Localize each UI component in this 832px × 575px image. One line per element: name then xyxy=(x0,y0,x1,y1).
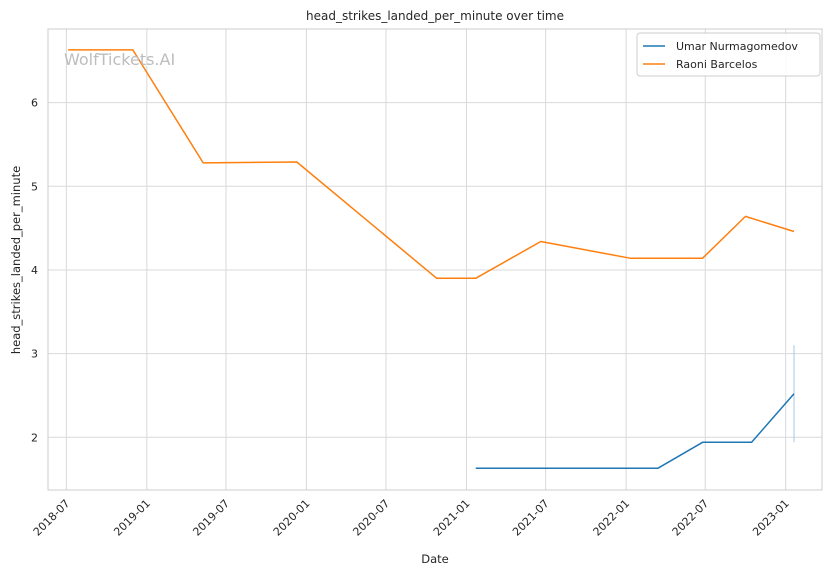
legend: Umar Nurmagomedov Raoni Barcelos xyxy=(636,32,821,77)
x-tick-label: 2020-01 xyxy=(271,497,313,539)
x-tick-label: 2018-07 xyxy=(31,497,73,539)
series-line-raoni-barcelos xyxy=(68,49,795,280)
x-tick-label: 2021-07 xyxy=(510,497,552,539)
chart-title: head_strikes_landed_per_minute over time xyxy=(306,9,564,23)
x-tick-label: 2022-07 xyxy=(670,497,712,539)
x-axis-title: Date xyxy=(421,552,449,566)
x-tick-label: 2019-07 xyxy=(190,497,232,539)
legend-label-umar: Umar Nurmagomedov xyxy=(676,40,798,53)
plot-frame xyxy=(47,28,823,491)
legend-label-raoni: Raoni Barcelos xyxy=(676,58,758,71)
y-tick-label: 6 xyxy=(31,97,38,110)
grid-lines xyxy=(48,29,822,490)
series-layer xyxy=(68,49,795,469)
x-tick-labels: 2018-07 2019-01 2019-07 2020-01 2020-07 2021-… xyxy=(31,497,792,539)
series-line-umar-nurmagomedov xyxy=(475,393,795,469)
x-tick-label: 2019-01 xyxy=(111,497,153,539)
y-tick-labels: 2 3 4 5 6 xyxy=(31,97,38,445)
x-tick-label: 2021-01 xyxy=(431,497,473,539)
x-tick-label: 2020-07 xyxy=(350,497,392,539)
watermark-text: WolfTickets.AI xyxy=(64,50,175,69)
x-tick-label: 2022-01 xyxy=(591,497,633,539)
y-axis-title: head_strikes_landed_per_minute xyxy=(9,166,23,354)
legend-box xyxy=(636,32,821,77)
x-tick-label: 2023-01 xyxy=(750,497,792,539)
y-tick-label: 5 xyxy=(31,180,38,193)
y-tick-label: 4 xyxy=(31,264,38,277)
y-tick-label: 2 xyxy=(31,431,38,444)
y-tick-label: 3 xyxy=(31,348,38,361)
